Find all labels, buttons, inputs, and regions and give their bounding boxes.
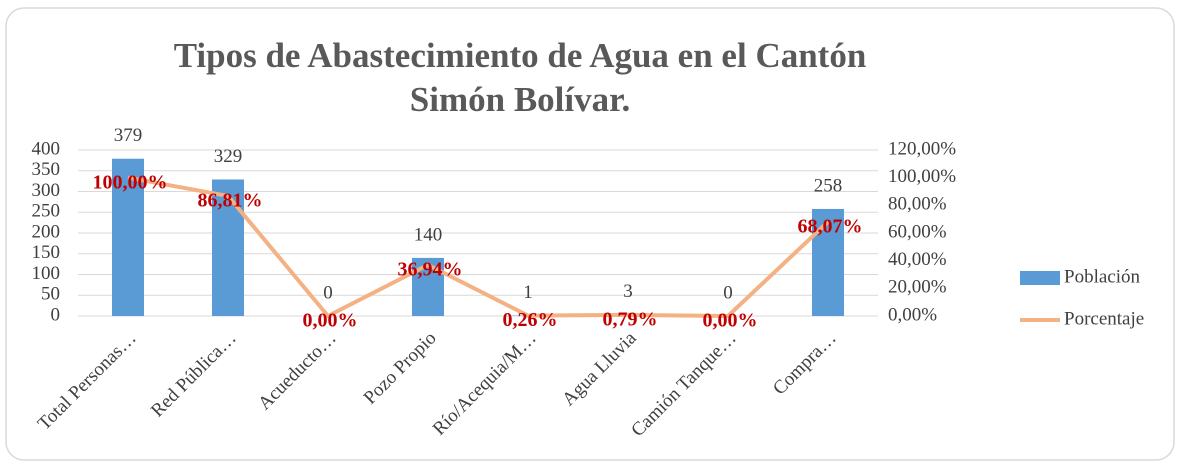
- legend-swatch: [1020, 271, 1060, 285]
- y-tick-label: 250: [32, 201, 61, 222]
- legend-label: Porcentaje: [1064, 308, 1144, 329]
- x-tick-label: Compra…: [769, 328, 841, 400]
- bar: [112, 158, 144, 316]
- bar: [212, 179, 244, 316]
- x-tick-label: Camión Tanque…: [627, 328, 740, 441]
- y2-tick-label: 60,00%: [888, 221, 947, 242]
- line-value-label: 0,00%: [703, 310, 758, 332]
- line-value-label: 36,94%: [398, 258, 463, 280]
- bar-value-label: 1: [523, 282, 533, 303]
- bar-value-label: 329: [214, 146, 243, 167]
- legend-label: Población: [1064, 266, 1140, 287]
- y-tick-label: 100: [32, 263, 61, 284]
- x-tick-label: Agua Lluvia: [558, 327, 641, 410]
- y2-tick-label: 0,00%: [888, 304, 937, 325]
- line-value-label: 86,81%: [198, 190, 263, 212]
- y-tick-label: 0: [51, 304, 61, 325]
- bar-value-label: 3: [623, 281, 633, 302]
- line-value-label: 0,26%: [503, 309, 558, 331]
- x-tick-label: Red Pública…: [147, 328, 241, 422]
- line-value-label: 0,00%: [303, 310, 358, 332]
- chart-border: [5, 7, 1175, 461]
- x-tick-label: Río/Acequia/M…: [429, 328, 541, 440]
- y2-tick-label: 40,00%: [888, 249, 947, 270]
- y2-tick-label: 120,00%: [888, 138, 956, 159]
- bar-value-label: 258: [814, 175, 843, 196]
- bar: [812, 208, 844, 316]
- y-tick-label: 300: [32, 180, 61, 201]
- x-tick-label: Pozo Propio: [360, 328, 441, 409]
- y2-tick-label: 20,00%: [888, 277, 947, 298]
- y2-tick-label: 100,00%: [888, 166, 956, 187]
- y-tick-label: 150: [32, 242, 61, 263]
- y-tick-label: 350: [32, 159, 61, 180]
- y-tick-label: 200: [32, 221, 61, 242]
- line: [127, 175, 830, 318]
- y-tick-label: 400: [32, 138, 61, 159]
- x-tick-label: Total Personas…: [34, 328, 141, 435]
- bar: [412, 257, 444, 316]
- line-value-label: 100,00%: [93, 171, 168, 193]
- line-value-label: 0,79%: [603, 309, 658, 331]
- y-tick-label: 50: [41, 284, 60, 305]
- line-value-label: 68,07%: [798, 215, 863, 237]
- bar-value-label: 140: [414, 224, 443, 245]
- bar-value-label: 379: [114, 125, 143, 146]
- chart-title: Tipos de Abastecimiento de Agua en el Ca…: [173, 36, 867, 119]
- y2-tick-label: 80,00%: [888, 194, 947, 215]
- x-tick-label: Acueducto…: [254, 328, 340, 414]
- bar-value-label: 0: [323, 282, 333, 303]
- bar-value-label: 0: [723, 282, 733, 303]
